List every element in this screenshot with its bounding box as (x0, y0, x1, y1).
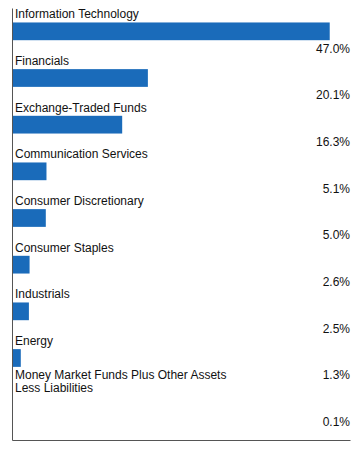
category-label-line: Industrials (15, 287, 70, 301)
y-axis-line (12, 9, 13, 441)
category-label-line: Money Market Funds Plus Other Assets (15, 368, 226, 382)
bar (12, 256, 30, 274)
value-label: 47.0% (316, 42, 350, 56)
value-label: 1.3% (323, 368, 351, 382)
bars (12, 22, 330, 413)
labels: Information Technology Financials Exchange… (15, 7, 350, 429)
x-axis-line (13, 440, 351, 441)
value-label: 5.0% (323, 228, 351, 242)
bar (12, 69, 148, 87)
value-label: 0.1% (323, 415, 351, 429)
bar (12, 162, 46, 180)
category-label: Industrials (15, 287, 70, 301)
value-label: 16.3% (316, 135, 350, 149)
x-axis (13, 440, 351, 441)
category-label-line: Consumer Staples (15, 241, 114, 255)
category-label: Energy (15, 334, 53, 348)
category-label: Exchange-Traded Funds (15, 101, 147, 115)
category-label: Information Technology (15, 7, 139, 21)
category-label: Money Market Funds Plus Other AssetsLess… (15, 368, 226, 395)
value-label: 2.6% (323, 275, 351, 289)
y-axis (12, 9, 13, 441)
category-label: Consumer Staples (15, 241, 114, 255)
category-label-line: Information Technology (15, 7, 139, 21)
value-label: 20.1% (316, 88, 350, 102)
bar (12, 302, 29, 320)
category-label: Consumer Discretionary (15, 194, 144, 208)
category-label-line: Financials (15, 54, 69, 68)
value-label: 5.1% (323, 182, 351, 196)
category-label-line: Exchange-Traded Funds (15, 101, 147, 115)
category-label-line: Consumer Discretionary (15, 194, 144, 208)
bar (12, 22, 330, 40)
bar (12, 209, 46, 227)
category-label: Financials (15, 54, 69, 68)
category-label-line: Communication Services (15, 147, 148, 161)
bar (12, 349, 21, 367)
value-label: 2.5% (323, 322, 351, 336)
bar (12, 116, 122, 134)
category-label-line: Energy (15, 334, 53, 348)
chart: Information Technology Financials Exchange… (0, 0, 360, 467)
category-label-line: Less Liabilities (15, 381, 93, 395)
category-label: Communication Services (15, 147, 148, 161)
